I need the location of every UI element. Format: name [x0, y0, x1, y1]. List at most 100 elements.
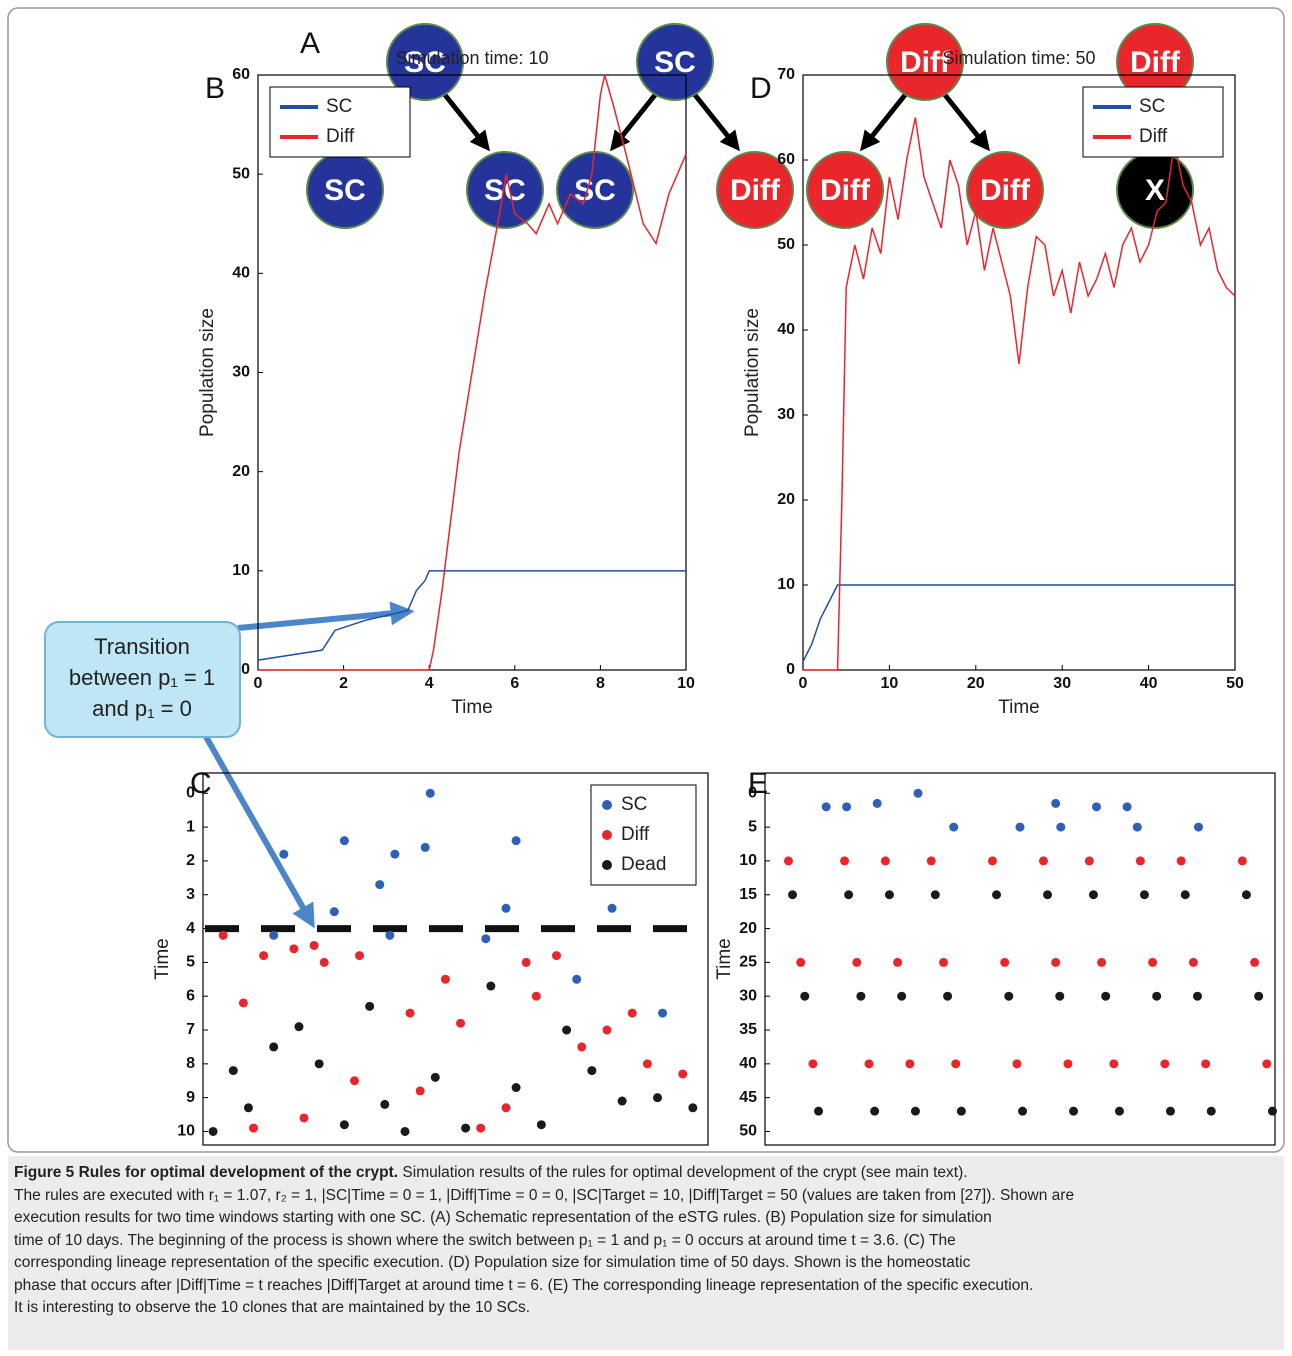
- y-tick-label: 3: [186, 886, 195, 903]
- caption-line: corresponding lineage representation of …: [14, 1254, 971, 1271]
- legend-label: SC: [326, 96, 352, 117]
- y-tick-label: 0: [786, 661, 795, 678]
- cell-label: SC: [654, 46, 696, 79]
- node-point: [1051, 957, 1061, 967]
- node-point: [814, 1106, 824, 1116]
- plot-frame: [764, 772, 1276, 1146]
- y-tick-label: 30: [739, 987, 757, 1004]
- node-point: [800, 991, 810, 1001]
- node-point: [821, 802, 831, 812]
- node-point: [987, 856, 997, 866]
- node-point: [1135, 856, 1145, 866]
- node-point: [1088, 890, 1098, 900]
- cell-label: Diff: [1130, 46, 1181, 79]
- node-point: [913, 788, 923, 798]
- node-point: [1097, 957, 1107, 967]
- cell-node: [966, 151, 1044, 229]
- node-point: [1148, 957, 1158, 967]
- node-point: [1250, 957, 1260, 967]
- panel-label: B: [205, 72, 225, 105]
- node-point: [1262, 1059, 1272, 1069]
- y-tick-label: 40: [777, 321, 795, 338]
- y-tick-label: 10: [177, 1123, 195, 1140]
- legend-label: Diff: [1139, 126, 1168, 147]
- caption-line: execution results for two time windows s…: [14, 1209, 992, 1226]
- node-point: [905, 1059, 915, 1069]
- node-point: [1165, 1106, 1175, 1116]
- cell-node: [466, 151, 544, 229]
- node-point: [1069, 1106, 1079, 1116]
- chart: Time 0 1 2 3 4 5 6 7 8 9 10 SC Diff Dead: [152, 772, 709, 1146]
- node-point: [294, 1022, 304, 1032]
- y-tick-label: 20: [739, 920, 757, 937]
- legend-swatch: [602, 800, 612, 810]
- node-point: [1055, 991, 1065, 1001]
- node-point: [299, 1113, 309, 1123]
- y-tick-label: 20: [232, 463, 250, 480]
- node-point: [796, 957, 806, 967]
- node-point: [1038, 856, 1048, 866]
- node-point: [1180, 890, 1190, 900]
- node-point: [688, 1103, 698, 1113]
- chart-title: Simulation time: 10: [395, 48, 548, 68]
- node-point: [1188, 957, 1198, 967]
- legend-label: SC: [1139, 96, 1165, 117]
- node-point: [884, 890, 894, 900]
- node-point: [1237, 856, 1247, 866]
- node-point: [1109, 1059, 1119, 1069]
- y-tick-label: 50: [739, 1123, 757, 1140]
- node-point: [617, 1096, 627, 1106]
- node-point: [1063, 1059, 1073, 1069]
- cell-node: [386, 23, 464, 101]
- node-point: [375, 880, 385, 890]
- caption-background: [8, 1156, 1284, 1350]
- y-axis-label: Time: [152, 938, 173, 980]
- x-tick-label: 0: [799, 675, 808, 692]
- x-tick-label: 20: [967, 675, 985, 692]
- y-tick-label: 20: [777, 491, 795, 508]
- panel-label: A: [300, 27, 320, 60]
- y-tick-label: 60: [777, 151, 795, 168]
- node-point: [956, 1106, 966, 1116]
- node-point: [440, 974, 450, 984]
- y-axis-label: Population size: [742, 308, 763, 437]
- node-point: [420, 842, 430, 852]
- node-point: [808, 1059, 818, 1069]
- node-point: [486, 981, 496, 991]
- node-point: [1051, 798, 1061, 808]
- panel-label: C: [190, 767, 212, 800]
- node-point: [385, 930, 395, 940]
- cell-label: Diff: [900, 46, 951, 79]
- node-point: [1015, 822, 1025, 832]
- node-point: [259, 951, 269, 961]
- node-point: [1000, 957, 1010, 967]
- node-point: [380, 1099, 390, 1109]
- node-point: [1267, 1106, 1277, 1116]
- figure: SC SC SC SC SC Diff Diff Diff Diff Diff X Transiti…: [7, 7, 1285, 1153]
- series-line: [803, 117, 1236, 671]
- node-point: [856, 991, 866, 1001]
- x-axis-label: Time: [998, 697, 1040, 718]
- node-point: [587, 1066, 597, 1076]
- x-tick-label: 6: [510, 675, 519, 692]
- node-point: [949, 822, 959, 832]
- y-tick-label: 0: [186, 785, 195, 802]
- node-point: [531, 991, 541, 1001]
- y-tick-label: 7: [186, 1021, 195, 1038]
- chart: Time 0 5 10 15 20 25 30 35 40 45 50: [714, 772, 1277, 1146]
- y-tick-label: 2: [186, 852, 195, 869]
- node-point: [602, 1025, 612, 1035]
- node-point: [350, 1076, 359, 1086]
- caption-line: The rules are executed with r₁ = 1.07, r…: [14, 1186, 1075, 1204]
- node-point: [501, 903, 511, 913]
- y-tick-label: 45: [739, 1089, 757, 1106]
- node-point: [339, 836, 349, 846]
- plot-frame: [802, 74, 1236, 671]
- node-point: [1241, 890, 1251, 900]
- node-point: [1139, 890, 1149, 900]
- node-point: [607, 903, 617, 913]
- node-point: [653, 1093, 662, 1103]
- node-point: [930, 890, 940, 900]
- node-point: [864, 1059, 874, 1069]
